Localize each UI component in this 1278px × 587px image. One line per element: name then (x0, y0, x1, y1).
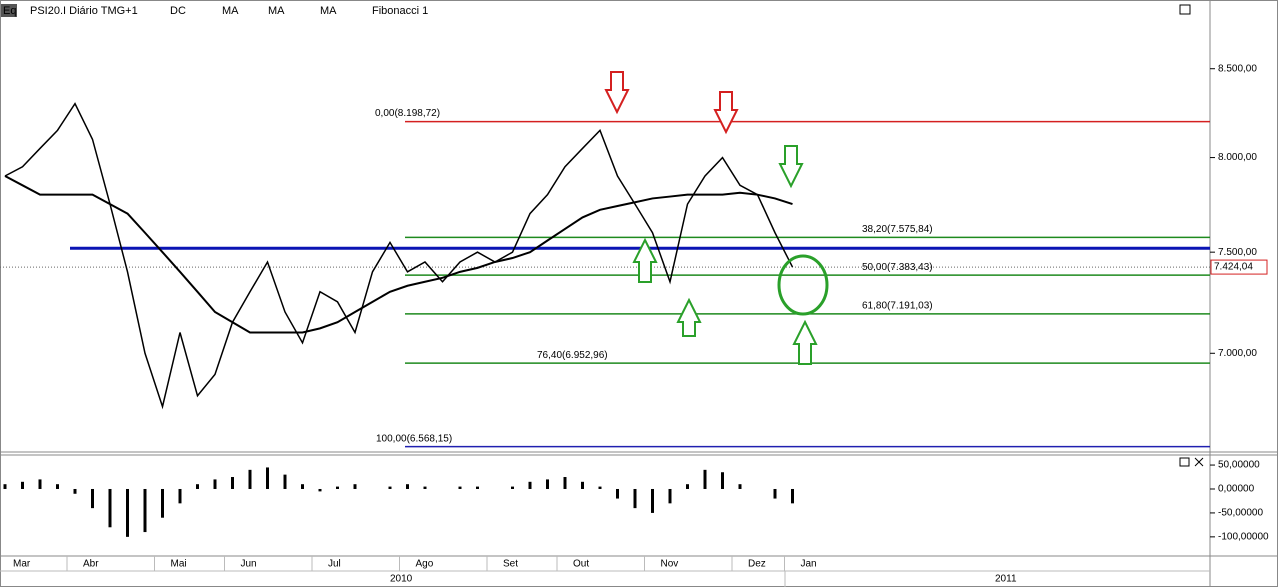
osc-bar (213, 479, 217, 489)
x-tick-label: Out (573, 559, 589, 570)
osc-bar (528, 481, 532, 489)
osc-bar (651, 488, 654, 513)
osc-bar (21, 481, 24, 489)
osc-bar (581, 481, 584, 489)
osc-bar (108, 488, 112, 528)
osc-bar (161, 488, 164, 518)
y-tick-label: 8.500,00 (1218, 63, 1257, 74)
year-label: 2011 (995, 574, 1017, 585)
osc-bar (598, 486, 602, 489)
osc-bar (633, 488, 637, 509)
header-item: MA (268, 5, 285, 17)
year-label: 2010 (390, 574, 413, 585)
osc-bar (301, 484, 304, 489)
osc-tick-label: 0,00000 (1218, 484, 1255, 495)
osc-bar (231, 477, 234, 489)
y-tick-label: 8.000,00 (1218, 152, 1257, 163)
osc-tick-label: -100,00000 (1218, 531, 1269, 542)
osc-bar (73, 488, 77, 494)
header-item: MA (222, 5, 239, 17)
price-line (4, 102, 794, 410)
osc-bar (266, 467, 269, 489)
osc-bar (546, 479, 549, 489)
osc-bar (406, 484, 409, 489)
header-item: MA (320, 5, 337, 17)
last-price-label: 7.424,04 (1214, 262, 1253, 273)
arrow-down (713, 91, 739, 135)
osc-bar (336, 486, 339, 489)
osc-bar (563, 477, 567, 489)
osc-bar (511, 486, 514, 489)
x-tick-label: Mai (171, 559, 187, 570)
osc-bar (738, 484, 742, 489)
osc-bar (476, 486, 479, 489)
osc-bar (91, 488, 94, 509)
x-tick-label: Jul (328, 559, 341, 570)
header-item: DC (170, 5, 186, 17)
osc-bar (773, 488, 777, 499)
arrow-up (676, 297, 702, 337)
osc-bar (721, 472, 724, 489)
x-tick-label: Nov (661, 559, 679, 570)
x-tick-label: Jan (801, 559, 817, 570)
highlight-circle (777, 254, 829, 316)
osc-bar (38, 479, 42, 489)
fib-label: 0,00(8.198,72) (375, 108, 440, 119)
x-tick-label: Jun (241, 559, 257, 570)
arrow-up (792, 319, 818, 365)
osc-bar (616, 488, 619, 499)
osc-bar (388, 486, 392, 489)
osc-bar (703, 469, 707, 489)
header-item: Eq (3, 5, 16, 17)
osc-bar (143, 488, 147, 533)
maximize-button[interactable] (1179, 457, 1190, 467)
osc-bar (353, 484, 357, 489)
annotations (604, 71, 829, 365)
osc-bar (458, 486, 462, 489)
x-tick-label: Mar (13, 559, 31, 570)
osc-tick-label: 50,00000 (1218, 460, 1260, 471)
fib-label: 76,40(6.952,96) (537, 350, 608, 361)
fib-label: 38,20(7.575,84) (862, 224, 933, 235)
x-tick-label: Dez (748, 559, 766, 570)
y-tick-label: 7.000,00 (1218, 348, 1257, 359)
price-line (4, 175, 793, 334)
osc-bar (668, 488, 672, 504)
x-tick-label: Abr (83, 559, 99, 570)
arrow-down (604, 71, 630, 115)
osc-bar (423, 486, 427, 489)
arrow-down (778, 145, 804, 189)
x-tick-label: Ago (416, 559, 434, 570)
header-item: Fibonacci 1 (372, 5, 428, 17)
osc-bar (791, 488, 794, 504)
osc-bar (686, 484, 689, 489)
osc-bar (248, 469, 252, 489)
header-item: PSI20.I Diário TMG+1 (30, 5, 138, 17)
fib-label: 100,00(6.568,15) (376, 433, 452, 444)
header-icon (1, 4, 17, 17)
x-tick-label: Set (503, 559, 518, 570)
close-button[interactable] (1194, 457, 1204, 467)
osc-bar (318, 488, 322, 492)
arrow-up (632, 237, 658, 283)
last-price-box (1210, 259, 1268, 275)
osc-tick-label: -50,00000 (1218, 508, 1263, 519)
osc-bar (56, 484, 59, 489)
y-tick-label: 7.500,00 (1218, 247, 1257, 258)
osc-bar (196, 484, 199, 489)
osc-bar (126, 488, 129, 537)
osc-bar (3, 484, 7, 489)
fib-label: 61,80(7.191,03) (862, 300, 933, 311)
osc-bar (178, 488, 182, 504)
maximize-button[interactable] (1179, 4, 1191, 15)
osc-bar (283, 474, 287, 489)
